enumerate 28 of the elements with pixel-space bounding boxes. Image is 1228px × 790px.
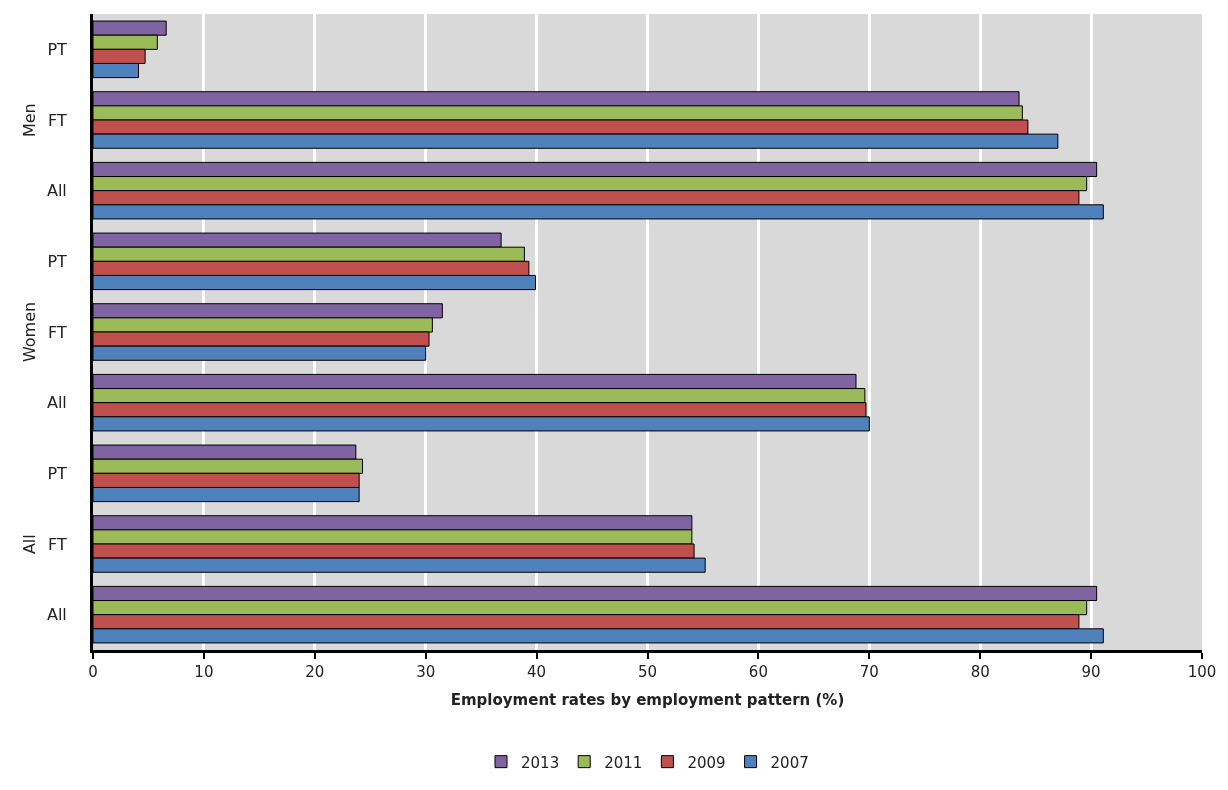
- x-tick-label: 40: [527, 663, 547, 681]
- text: Women: [20, 301, 40, 363]
- x-tick-label: 20: [305, 663, 325, 681]
- y-tick-label: All: [46, 181, 67, 201]
- legend-label: 2007: [770, 753, 809, 772]
- y-tick-label: FT: [48, 322, 68, 342]
- x-tick-label: 100: [1187, 663, 1217, 681]
- x-tick-label: 90: [1081, 663, 1101, 681]
- x-tick-label: 50: [637, 663, 658, 681]
- x-tick-label: 60: [748, 663, 768, 681]
- x-tick-label: 0: [88, 663, 98, 681]
- y-tick-label: PT: [47, 39, 68, 59]
- x-tick-label: 10: [194, 663, 214, 681]
- y-tick-label: FT: [48, 110, 68, 130]
- x-tick-label: 80: [970, 663, 990, 681]
- legend-label: 2011: [604, 753, 643, 772]
- y-tick-label: All: [46, 393, 67, 413]
- y-tick-label: FT: [48, 534, 68, 554]
- y-tick-label: PT: [47, 251, 68, 271]
- y-tick-label: PT: [47, 463, 68, 483]
- x-tick-label: 70: [859, 663, 879, 681]
- legend-label: 2013: [521, 753, 560, 772]
- text: Men: [20, 103, 40, 138]
- y-tick-label: All: [46, 605, 67, 625]
- legend-label: 2009: [687, 753, 726, 772]
- x-axis-title: Employment rates by employment pattern (%): [450, 691, 845, 709]
- text: All: [20, 534, 40, 555]
- x-tick-label: 30: [416, 663, 436, 681]
